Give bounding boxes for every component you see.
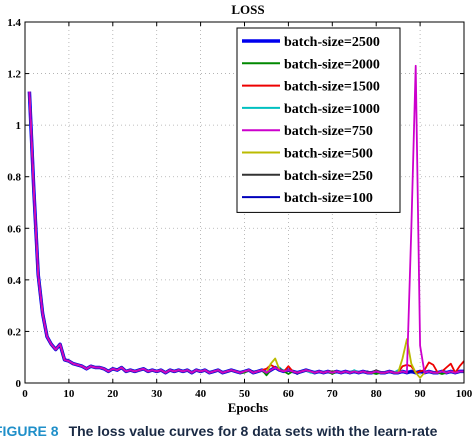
x-axis-ticks: 0 10 20 30 40 50 60 70 80 90 100: [22, 22, 473, 400]
legend-label: batch-size=100: [284, 191, 373, 206]
legend: batch-size=2500 batch-size=2000 batch-size…: [236, 27, 401, 213]
x-tick-label: 20: [107, 388, 119, 400]
y-tick-label: 1.4: [7, 17, 21, 29]
x-tick-label: 80: [371, 388, 383, 400]
x-tick-label: 50: [239, 388, 251, 400]
x-tick-label: 0: [22, 388, 28, 400]
y-tick-label: 0.4: [7, 275, 21, 287]
y-tick-label: 0.6: [7, 223, 21, 235]
x-axis-title: Epochs: [228, 400, 268, 415]
legend-label: batch-size=750: [284, 124, 373, 139]
figure-caption: FIGURE 8 The loss value curves for 8 data…: [0, 423, 474, 443]
legend-label: batch-size=2000: [284, 57, 380, 72]
x-tick-label: 30: [151, 388, 163, 400]
legend-label: batch-size=500: [284, 147, 373, 162]
y-tick-label: 0: [16, 378, 22, 390]
y-tick-label: 0.8: [7, 172, 21, 184]
series-line-batch-size=750: [28, 64, 464, 374]
x-tick-label: 70: [327, 388, 339, 400]
y-axis-ticks: 0 0.2 0.4 0.6 0.8 1 1.2 1.4: [7, 17, 464, 390]
x-tick-label: 90: [415, 388, 427, 400]
y-tick-label: 1: [16, 120, 22, 132]
legend-box: [236, 27, 401, 213]
y-tick-label: 0.2: [7, 326, 21, 338]
legend-label: batch-size=250: [284, 169, 373, 184]
legend-label: batch-size=1500: [284, 80, 380, 95]
figure-label: FIGURE 8: [0, 423, 59, 439]
figure-caption-text: The loss value curves for 8 data sets wi…: [68, 423, 438, 439]
x-tick-label: 40: [195, 388, 207, 400]
legend-label: batch-size=1000: [284, 102, 380, 117]
x-tick-label: 100: [456, 388, 473, 400]
y-tick-label: 1.2: [7, 69, 21, 81]
legend-label: batch-size=2500: [284, 35, 380, 50]
x-tick-label: 60: [283, 388, 295, 400]
series-lines: [27, 64, 465, 379]
x-tick-label: 10: [63, 388, 75, 400]
chart-title: LOSS: [231, 2, 264, 17]
